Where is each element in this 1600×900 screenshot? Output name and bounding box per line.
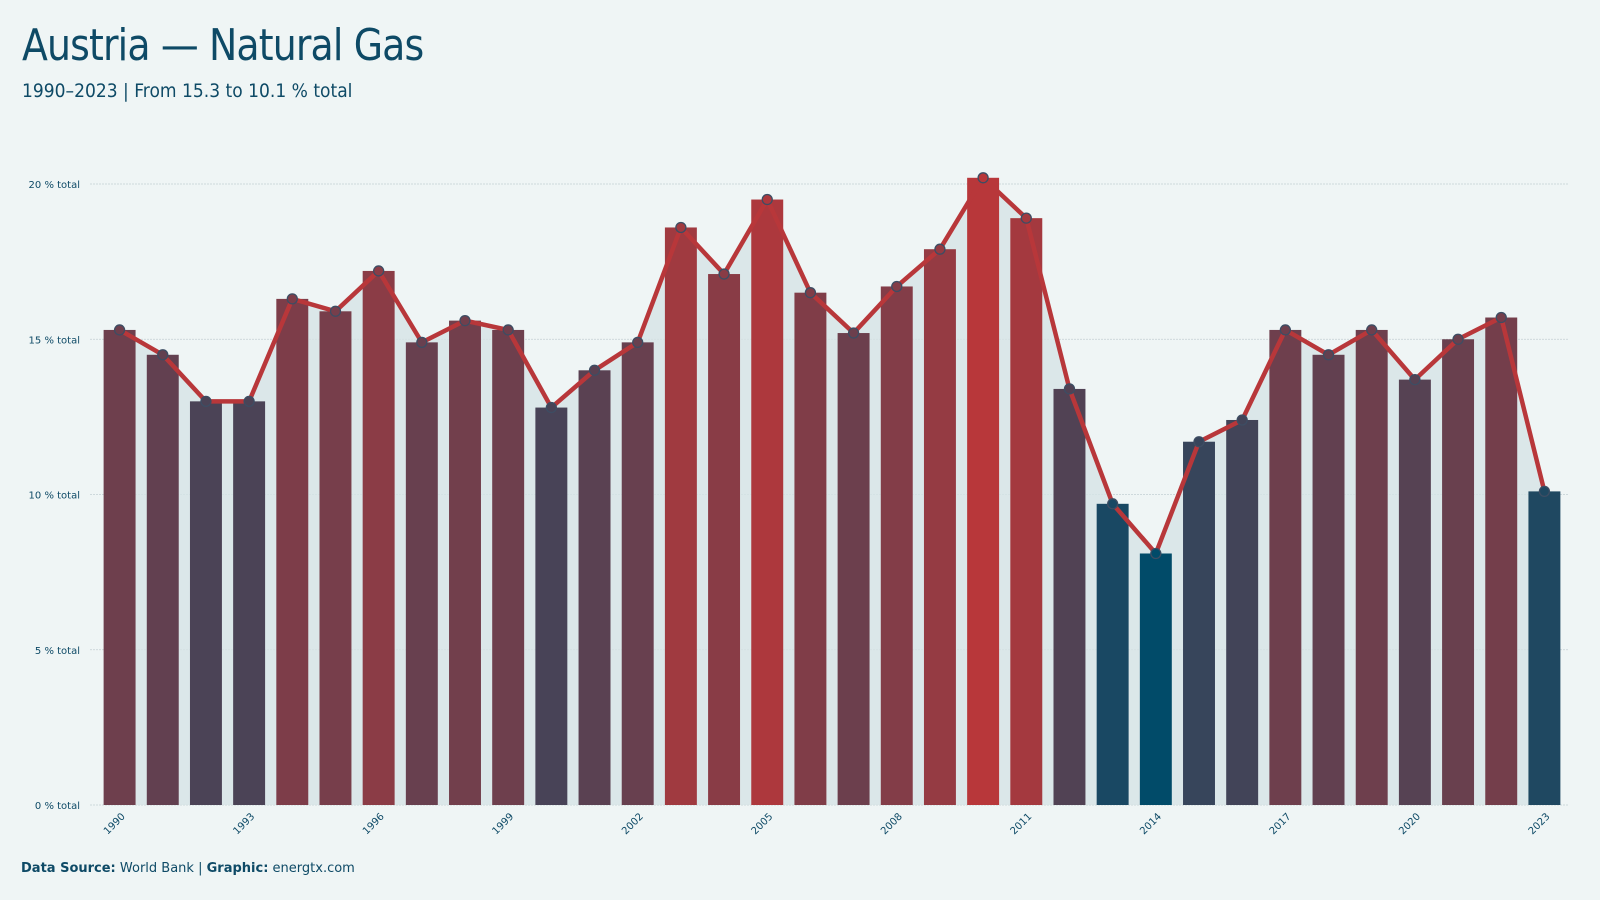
bar-2011 [1010, 218, 1043, 805]
x-tick-label: 2020 [1397, 811, 1423, 837]
graphic-label: Graphic: [206, 861, 269, 876]
y-tick-label: 10 % total [29, 491, 80, 502]
bar-2022 [1485, 317, 1518, 805]
series-line [118, 175, 1547, 556]
y-tick-label: 0 % total [35, 801, 80, 812]
chart-subtitle: 1990–2023 | From 15.3 to 10.1 % total [22, 80, 353, 102]
footer-separator: | [198, 861, 203, 876]
x-tick-label: 2011 [1009, 811, 1035, 837]
y-tick-label: 5 % total [35, 646, 80, 657]
source-value: World Bank [119, 861, 194, 876]
point-2004 [718, 268, 730, 280]
x-axis-ticks: 1990 1993 1996 1999 2002 2005 2008 2011 2014 2017… [102, 811, 1553, 837]
y-tick-label: 20 % total [29, 180, 80, 191]
point-2001 [588, 364, 601, 376]
point-2023 [1538, 485, 1551, 498]
footer-credit: Data Source: World Bank | Graphic: energ… [21, 861, 355, 876]
bar-1991 [146, 354, 179, 805]
point-2013 [1106, 498, 1119, 510]
bar-2017 [1269, 329, 1302, 805]
point-2018 [1322, 349, 1335, 361]
bar-2006 [794, 292, 827, 805]
bar-1992 [189, 401, 222, 805]
x-tick-label: 1996 [361, 811, 387, 837]
bar-2009 [923, 249, 956, 805]
point-1993 [243, 395, 255, 408]
bar-2021 [1442, 339, 1475, 805]
bar-2020 [1398, 379, 1431, 805]
bar-1999 [492, 329, 525, 805]
bar-2004 [708, 274, 741, 805]
point-2014 [1150, 547, 1162, 560]
point-1998 [459, 314, 471, 327]
x-tick-label: 1999 [491, 811, 517, 837]
bar-2023 [1528, 491, 1561, 805]
point-1999 [502, 324, 514, 336]
x-tick-label: 1993 [231, 811, 257, 837]
x-tick-label: 2014 [1138, 811, 1164, 837]
bar-1993 [233, 401, 266, 805]
bar-2008 [880, 286, 913, 806]
bar-2016 [1226, 419, 1259, 805]
point-2021 [1452, 333, 1464, 345]
bar-2007 [837, 333, 870, 805]
point-2002 [632, 336, 644, 349]
bar-2001 [578, 370, 611, 805]
bar-1994 [276, 298, 309, 805]
source-label: Data Source: [21, 861, 116, 876]
bars-group [103, 177, 1561, 806]
bar-2005 [751, 199, 784, 805]
x-tick-label: 2005 [750, 811, 776, 837]
bar-1997 [405, 342, 438, 805]
point-2010 [977, 172, 989, 184]
point-1991 [157, 349, 169, 361]
bar-2014 [1139, 553, 1172, 805]
x-tick-label: 1990 [102, 811, 128, 837]
point-2020 [1409, 373, 1421, 386]
point-2016 [1236, 414, 1248, 426]
bar-1996 [362, 270, 395, 805]
bar-2012 [1053, 388, 1086, 805]
points-group [113, 172, 1551, 560]
x-tick-label: 2008 [879, 811, 905, 837]
y-tick-label: 15 % total [29, 335, 80, 346]
chart-title: Austria — Natural Gas [22, 20, 424, 71]
y-axis-ticks: 0 % total 5 % total 10 % total 15 % total 20… [29, 180, 80, 812]
bar-1998 [449, 320, 481, 805]
point-1990 [113, 324, 126, 336]
point-2017 [1279, 324, 1292, 336]
point-1996 [372, 265, 385, 277]
point-2008 [891, 280, 903, 293]
bar-2013 [1096, 503, 1129, 805]
bar-2015 [1183, 441, 1215, 805]
bar-1995 [319, 311, 352, 805]
point-1997 [416, 336, 428, 349]
bar-2019 [1355, 329, 1388, 805]
point-2003 [675, 221, 687, 234]
graphic-value: energtx.com [272, 861, 355, 876]
bar-2002 [621, 342, 654, 805]
x-tick-label: 2023 [1527, 811, 1553, 837]
point-2015 [1193, 436, 1205, 448]
point-2022 [1495, 311, 1507, 324]
point-2012 [1063, 383, 1076, 395]
point-2000 [545, 401, 558, 414]
bar-2018 [1312, 354, 1345, 805]
point-2019 [1366, 324, 1378, 336]
bar-2010 [967, 177, 1000, 806]
point-2005 [761, 193, 773, 206]
point-2009 [934, 243, 946, 255]
point-1994 [286, 293, 298, 305]
point-2006 [804, 287, 817, 299]
bar-1990 [103, 329, 136, 805]
bar-2003 [664, 227, 697, 806]
point-2007 [847, 327, 860, 339]
bar-2000 [535, 407, 568, 805]
point-1995 [329, 305, 342, 317]
point-1992 [200, 395, 212, 408]
point-2011 [1020, 212, 1032, 224]
x-tick-label: 2017 [1268, 811, 1294, 837]
x-tick-label: 2002 [620, 811, 646, 837]
